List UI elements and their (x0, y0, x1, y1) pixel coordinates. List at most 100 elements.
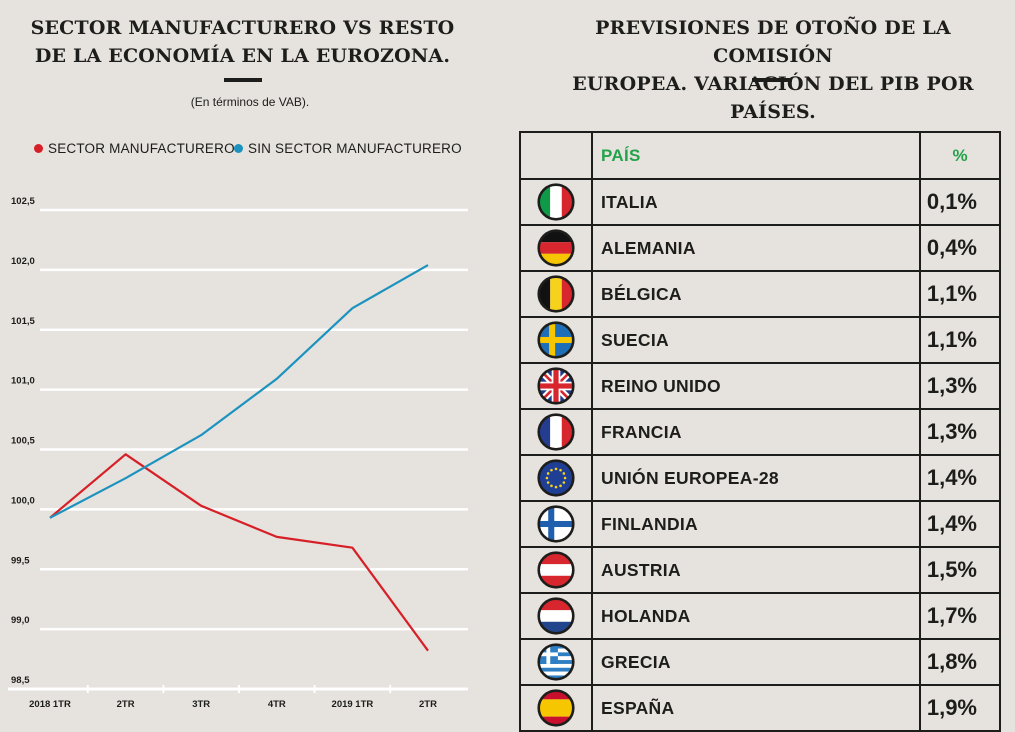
x-tick-label: 4TR (268, 699, 286, 710)
spain-flag-icon (537, 689, 575, 727)
flag-cell (519, 500, 593, 548)
flag-cell (519, 408, 593, 456)
series-line-non-manufacturing (49, 264, 429, 519)
country-cell: REINO UNIDO (591, 362, 921, 410)
title-divider (752, 78, 792, 82)
x-tick-label: 2019 1TR (332, 699, 374, 710)
x-tick-label: 3TR (192, 699, 210, 710)
table-row: ALEMANIA 0,4% (519, 224, 1001, 272)
y-tick-label: 101,5 (11, 316, 35, 327)
table-row: FRANCIA 1,3% (519, 408, 1001, 456)
legend-item-manufacturing: SECTOR MANUFACTURERO (34, 141, 235, 156)
flag-cell (519, 454, 593, 502)
table-row: ITALIA 0,1% (519, 178, 1001, 226)
flag-cell (519, 592, 593, 640)
austria-flag-icon (537, 551, 575, 589)
legend-label: SIN SECTOR MANUFACTURERO (248, 141, 462, 156)
percent-cell: 1,9% (919, 684, 1001, 732)
table-title-line-1: PREVISIONES DE OTOÑO DE LA COMISIÓN (595, 17, 951, 67)
header-percent: % (919, 131, 1001, 180)
table-row: AUSTRIA 1,5% (519, 546, 1001, 594)
eu-flag-icon (537, 459, 575, 497)
table-row: UNIÓN EUROPEA-28 1,4% (519, 454, 1001, 502)
percent-cell: 1,4% (919, 500, 1001, 548)
table-header-row: PAÍS % (519, 131, 1001, 180)
x-axis: 2018 1TR 2TR 3TR 4TR 2019 1TR 2TR (8, 685, 468, 710)
percent-cell: 0,1% (919, 178, 1001, 226)
country-cell: FRANCIA (591, 408, 921, 456)
x-tick-label: 2018 1TR (29, 699, 71, 710)
legend-blue-dot-icon (234, 144, 243, 153)
gdp-forecast-table: PAÍS % ITALIA 0,1% ALEMANIA 0,4% BÉLGICA 1,1%… (519, 131, 1001, 732)
y-tick-label: 100,0 (11, 495, 35, 506)
table-row: GRECIA 1,8% (519, 638, 1001, 686)
flag-cell (519, 546, 593, 594)
country-cell: UNIÓN EUROPEA-28 (591, 454, 921, 502)
flag-cell (519, 362, 593, 410)
percent-cell: 1,4% (919, 454, 1001, 502)
greece-flag-icon (537, 643, 575, 681)
percent-cell: 1,7% (919, 592, 1001, 640)
x-tick-label: 2TR (117, 699, 135, 710)
y-tick-label: 100,5 (11, 436, 35, 447)
chart-subtitle: (En términos de VAB). (190, 95, 310, 109)
percent-cell: 1,5% (919, 546, 1001, 594)
y-tick-label: 99,0 (11, 615, 30, 626)
flag-cell (519, 270, 593, 318)
legend-red-dot-icon (34, 144, 43, 153)
y-tick-label: 98,5 (11, 675, 30, 686)
flag-cell (519, 178, 593, 226)
flag-cell (519, 638, 593, 686)
netherlands-flag-icon (537, 597, 575, 635)
uk-flag-icon (537, 367, 575, 405)
grid-lines (40, 208, 468, 631)
table-row: BÉLGICA 1,1% (519, 270, 1001, 318)
table-row: SUECIA 1,1% (519, 316, 1001, 364)
chart-title-line-2: DE LA ECONOMÍA EN LA EUROZONA. (34, 45, 451, 67)
country-cell: ESPAÑA (591, 684, 921, 732)
country-cell: GRECIA (591, 638, 921, 686)
italy-flag-icon (537, 183, 575, 221)
finland-flag-icon (537, 505, 575, 543)
sweden-flag-icon (537, 321, 575, 359)
flag-cell (519, 316, 593, 364)
percent-cell: 1,1% (919, 270, 1001, 318)
flag-cell (519, 224, 593, 272)
line-chart: 102,5 102,0 101,5 101,0 100,5 100,0 99,5 99,0 98… (8, 196, 468, 710)
belgium-flag-icon (537, 275, 575, 313)
country-cell: HOLANDA (591, 592, 921, 640)
country-cell: ALEMANIA (591, 224, 921, 272)
legend-item-non-manufacturing: SIN SECTOR MANUFACTURERO (234, 141, 462, 156)
table-row: ESPAÑA 1,9% (519, 684, 1001, 732)
country-cell: FINLANDIA (591, 500, 921, 548)
y-axis-ticks: 102,5 102,0 101,5 101,0 100,5 100,0 99,5 99,0 98… (11, 196, 35, 686)
germany-flag-icon (537, 229, 575, 267)
percent-cell: 1,8% (919, 638, 1001, 686)
percent-cell: 1,1% (919, 316, 1001, 364)
country-cell: BÉLGICA (591, 270, 921, 318)
x-tick-label: 2TR (419, 699, 437, 710)
header-country: PAÍS (591, 131, 921, 180)
y-tick-label: 99,5 (11, 555, 30, 566)
y-tick-label: 101,0 (11, 376, 35, 387)
table-row: FINLANDIA 1,4% (519, 500, 1001, 548)
country-cell: ITALIA (591, 178, 921, 226)
table-row: REINO UNIDO 1,3% (519, 362, 1001, 410)
title-divider (224, 78, 262, 82)
percent-cell: 0,4% (919, 224, 1001, 272)
table-title: PREVISIONES DE OTOÑO DE LA COMISIÓN EURO… (540, 14, 1006, 126)
percent-cell: 1,3% (919, 408, 1001, 456)
country-cell: SUECIA (591, 316, 921, 364)
table-title-line-2: EUROPEA. VARIACIÓN DEL PIB POR PAÍSES. (572, 73, 974, 123)
percent-cell: 1,3% (919, 362, 1001, 410)
chart-title: SECTOR MANUFACTURERO VS RESTO DE LA ECON… (30, 14, 455, 70)
france-flag-icon (537, 413, 575, 451)
flag-cell (519, 684, 593, 732)
y-tick-label: 102,0 (11, 256, 35, 267)
y-tick-label: 102,5 (11, 196, 35, 207)
chart-title-line-1: SECTOR MANUFACTURERO VS RESTO (30, 17, 455, 39)
legend-label: SECTOR MANUFACTURERO (48, 141, 235, 156)
series-line-manufacturing (49, 453, 429, 652)
table-row: HOLANDA 1,7% (519, 592, 1001, 640)
series-lines (49, 264, 429, 652)
